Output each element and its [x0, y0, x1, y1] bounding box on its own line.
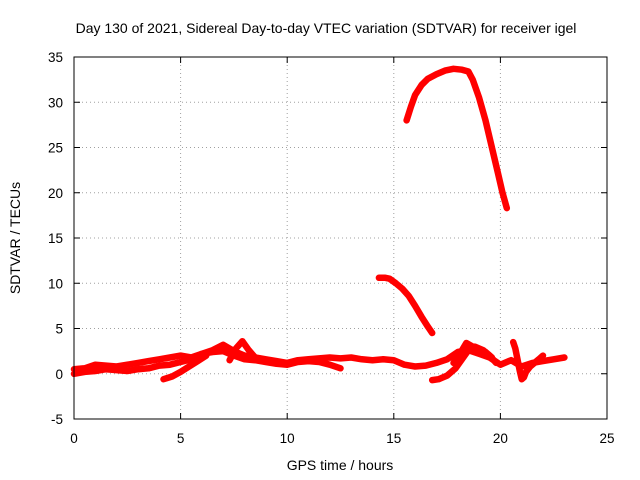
y-tick-label: 10: [48, 276, 63, 291]
y-tick-label: 30: [48, 95, 63, 110]
y-tick-label: 0: [55, 367, 63, 382]
series-short-arc-a: [160, 352, 210, 383]
data-series: [70, 65, 568, 384]
series-short-arc-e: [509, 338, 547, 383]
x-tick-label: 20: [493, 431, 508, 446]
x-tick-label: 5: [177, 431, 185, 446]
series-short-arc-d: [450, 339, 496, 367]
series-baseline: [70, 341, 568, 373]
y-tick-label: 35: [48, 50, 63, 65]
series-arc-high: [403, 65, 511, 212]
y-tick-label: 20: [48, 186, 63, 201]
axis-ticks: 0 5 10 15 20 25 -5 0 5 10 15 20 25 30 35: [48, 50, 615, 446]
plot-frame: [73, 56, 608, 420]
y-tick-label: 15: [48, 231, 63, 246]
series-arc-mid: [375, 274, 436, 337]
x-tick-label: 25: [599, 431, 614, 446]
y-tick-label: 5: [55, 322, 63, 337]
y-axis-label: SDTVAR / TECUs: [7, 182, 23, 294]
x-tick-label: 10: [280, 431, 295, 446]
x-tick-label: 0: [70, 431, 78, 446]
x-axis-label: GPS time / hours: [287, 457, 394, 473]
y-tick-label: 25: [48, 141, 63, 156]
series-short-arc-b: [226, 337, 259, 364]
x-tick-label: 15: [386, 431, 401, 446]
y-tick-label: -5: [51, 412, 63, 427]
chart-title: Day 130 of 2021, Sidereal Day-to-day VTE…: [76, 20, 577, 36]
